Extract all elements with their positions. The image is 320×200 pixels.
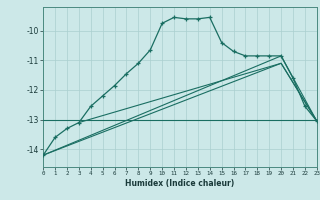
X-axis label: Humidex (Indice chaleur): Humidex (Indice chaleur) (125, 179, 235, 188)
